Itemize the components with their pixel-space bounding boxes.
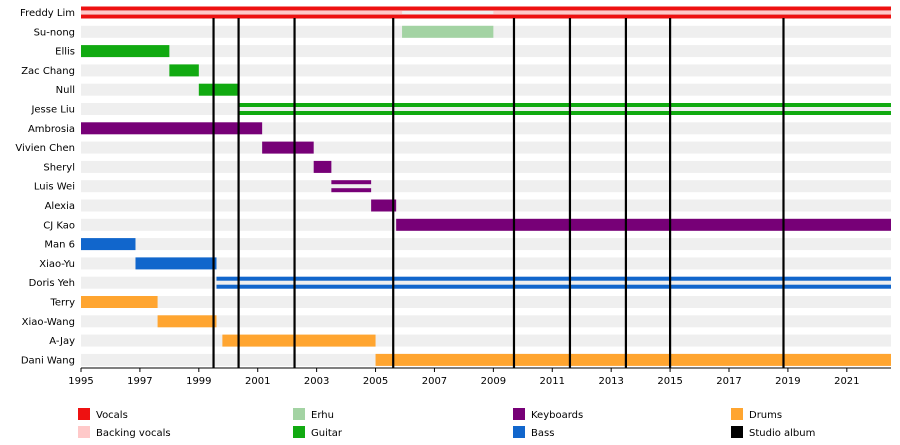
member-label: Freddy Lim [20,8,75,19]
legend-swatch-drums [731,408,743,420]
bar-bass [81,238,136,251]
bar-guitar-lower [238,111,892,115]
legend-swatch-erhu [293,408,305,420]
bar-guitar [81,45,170,58]
x-tick-label: 2017 [716,376,741,387]
x-tick-label: 2001 [245,376,270,387]
x-tick-label: 2015 [657,376,682,387]
member-label: CJ Kao [43,220,75,231]
bar-backing-center [493,11,891,14]
legend-label-guitar: Guitar [311,428,343,439]
row-background [81,180,891,193]
member-label: Dani Wang [21,355,75,366]
member-label: Alexia [45,201,75,212]
legend-label-album: Studio album [749,428,815,439]
member-labels: Freddy Lim Su-nong Ellis Zac Chang Null Jesse… [15,8,75,366]
bar-bass-lower [216,284,891,289]
legend-swatch-vocals [78,408,90,420]
x-tick-label: 2021 [834,376,859,387]
studio-album-lines [212,18,785,368]
row-background [81,315,891,328]
x-tick-label: 2003 [304,376,329,387]
member-label: Jesse Liu [30,105,75,116]
legend-label-erhu: Erhu [311,410,334,421]
membership-bars [81,6,892,366]
bar-erhu [402,25,494,38]
row-background [81,296,891,308]
bar-drums [222,334,376,347]
member-label: Ambrosia [28,124,75,135]
row-background [81,257,891,270]
member-rows [81,6,891,366]
bar-keyboards [313,160,332,173]
x-tick-label: 1997 [127,376,152,387]
legend-swatch-album [731,426,743,438]
bar-keyboards-lower [331,188,372,193]
bar-drums [157,315,217,328]
row-background [81,238,891,251]
row-background [81,122,891,135]
member-label: Terry [49,298,75,309]
member-label: Zac Chang [21,66,75,77]
legend-label-backing: Backing vocals [96,428,171,439]
legend-label-drums: Drums [749,410,782,421]
member-label: Su-nong [34,27,75,38]
member-label: Null [56,85,75,96]
legend-label-keyboards: Keyboards [531,410,583,421]
row-background [81,83,891,96]
bar-backing-center [81,11,403,14]
bar-drums [81,296,158,308]
member-label: Sheryl [43,162,75,173]
legend-label-vocals: Vocals [96,410,128,421]
row-background [81,199,891,212]
row-background [81,141,891,154]
member-label: Ellis [55,47,75,58]
bar-keyboards [81,122,263,135]
member-label: Luis Wei [34,182,75,193]
bar-vocals-lower [81,14,891,19]
legend-label-bass: Bass [531,428,554,439]
bar-keyboards [371,199,397,212]
bar-vocals-upper [81,6,891,11]
x-tick-label: 1999 [186,376,211,387]
row-background [81,64,891,77]
member-label: Xiao-Yu [39,259,75,270]
member-label: A-Jay [49,336,75,347]
legend: Vocals Backing vocals Erhu Guitar Keyboards B… [78,408,815,439]
bar-keyboards-upper [331,180,372,185]
row-background [81,334,891,347]
x-tick-label: 2007 [422,376,447,387]
x-tick-label: 2019 [775,376,800,387]
x-tick-label: 1995 [68,376,93,387]
bar-keyboards [396,218,891,231]
member-label: Vivien Chen [15,143,75,154]
bar-drums [375,353,892,366]
x-tick-label: 2013 [598,376,623,387]
member-label: Man 6 [44,240,75,251]
bar-bass [135,257,217,270]
legend-swatch-bass [513,426,525,438]
x-tick-label: 2009 [481,376,506,387]
x-axis: 1995 1997 1999 2001 2003 2005 2007 2009 2011 2013… [68,367,891,387]
x-tick-label: 2011 [540,376,565,387]
bar-guitar [169,64,199,77]
legend-swatch-keyboards [513,408,525,420]
bar-guitar-upper [238,103,892,107]
member-label: Xiao-Wang [22,317,75,328]
legend-swatch-backing [78,426,90,438]
x-tick-label: 2005 [363,376,388,387]
row-background [81,45,891,58]
bar-guitar [198,83,239,96]
member-label: Doris Yeh [29,278,75,289]
bar-keyboards [262,141,314,154]
row-background [81,160,891,173]
bar-bass-upper [216,276,891,281]
legend-swatch-guitar [293,426,305,438]
